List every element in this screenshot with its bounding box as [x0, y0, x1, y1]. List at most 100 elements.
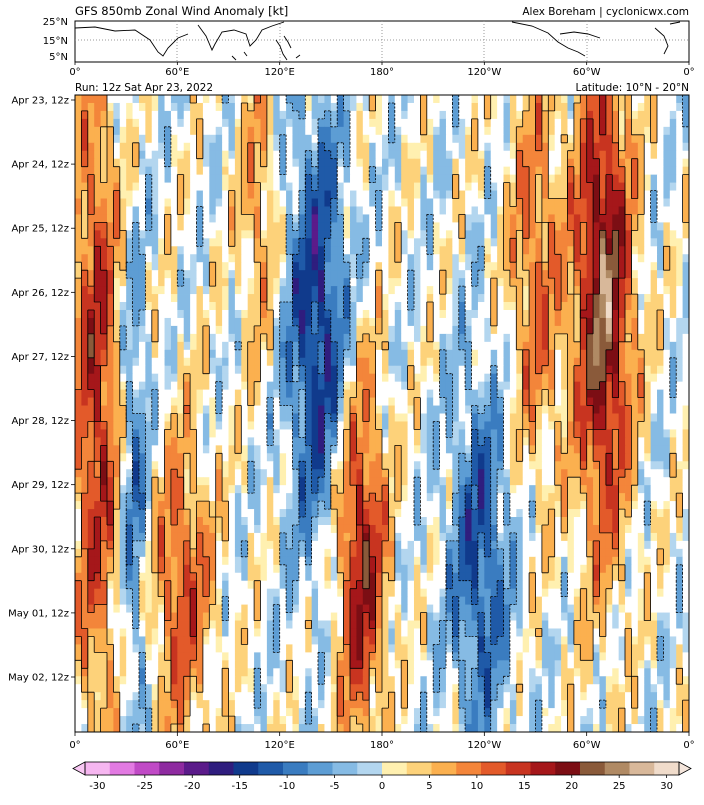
field-cell	[165, 453, 172, 461]
field-cell	[567, 366, 574, 374]
field-cell	[382, 151, 389, 159]
field-cell	[356, 246, 363, 254]
field-cell	[388, 135, 395, 143]
field-cell	[139, 350, 146, 358]
field-cell	[523, 374, 530, 382]
field-cell	[580, 143, 587, 151]
field-cell	[561, 199, 568, 207]
field-cell	[101, 214, 108, 222]
field-cell	[376, 477, 383, 485]
field-cell	[606, 127, 613, 135]
field-cell	[555, 334, 562, 342]
field-cell	[376, 191, 383, 199]
field-cell	[651, 453, 658, 461]
field-cell	[312, 191, 319, 199]
field-cell	[593, 206, 600, 214]
field-cell	[395, 342, 402, 350]
field-cell	[561, 421, 568, 429]
field-cell	[504, 453, 511, 461]
field-cell	[414, 294, 421, 302]
field-cell	[81, 334, 88, 342]
field-cell	[408, 334, 415, 342]
field-cell	[651, 461, 658, 469]
field-cell	[484, 135, 491, 143]
field-cell	[561, 278, 568, 286]
field-cell	[427, 127, 434, 135]
field-cell	[139, 159, 146, 167]
field-cell	[241, 214, 248, 222]
field-cell	[337, 326, 344, 334]
field-cell	[158, 366, 165, 374]
field-cell	[177, 191, 184, 199]
field-cell	[344, 278, 351, 286]
field-cell	[292, 175, 299, 183]
field-cell	[363, 310, 370, 318]
field-cell	[203, 294, 210, 302]
field-cell	[472, 246, 479, 254]
field-cell	[504, 199, 511, 207]
field-cell	[593, 421, 600, 429]
field-cell	[555, 127, 562, 135]
field-cell	[75, 374, 82, 382]
field-cell	[241, 469, 248, 477]
field-cell	[548, 238, 555, 246]
field-cell	[382, 230, 389, 238]
field-cell	[440, 406, 447, 414]
field-cell	[312, 437, 319, 445]
field-cell	[107, 437, 114, 445]
field-cell	[235, 183, 242, 191]
field-cell	[491, 286, 498, 294]
field-cell	[235, 318, 242, 326]
field-cell	[529, 191, 536, 199]
field-cell	[273, 326, 280, 334]
field-cell	[555, 262, 562, 270]
field-cell	[504, 366, 511, 374]
field-cell	[593, 406, 600, 414]
field-cell	[248, 453, 255, 461]
field-cell	[638, 398, 645, 406]
field-cell	[171, 445, 178, 453]
field-cell	[408, 238, 415, 246]
field-cell	[126, 127, 133, 135]
field-cell	[670, 350, 677, 358]
field-cell	[510, 429, 517, 437]
field-cell	[305, 366, 312, 374]
field-cell	[81, 175, 88, 183]
field-cell	[555, 95, 562, 103]
field-cell	[312, 390, 319, 398]
field-cell	[337, 135, 344, 143]
field-cell	[184, 310, 191, 318]
field-cell	[75, 461, 82, 469]
field-cell	[94, 445, 101, 453]
field-cell	[382, 406, 389, 414]
field-cell	[260, 350, 267, 358]
field-cell	[101, 238, 108, 246]
field-cell	[408, 175, 415, 183]
field-cell	[158, 374, 165, 382]
field-cell	[267, 342, 274, 350]
field-cell	[593, 254, 600, 262]
field-cell	[356, 199, 363, 207]
field-cell	[318, 95, 325, 103]
field-cell	[222, 342, 229, 350]
field-cell	[651, 477, 658, 485]
field-cell	[446, 350, 453, 358]
field-cell	[292, 270, 299, 278]
field-cell	[612, 445, 619, 453]
field-cell	[369, 230, 376, 238]
field-cell	[94, 390, 101, 398]
field-cell	[651, 437, 658, 445]
field-cell	[567, 95, 574, 103]
field-cell	[548, 151, 555, 159]
field-cell	[101, 135, 108, 143]
field-cell	[229, 206, 236, 214]
field-cell	[88, 485, 95, 493]
field-cell	[299, 246, 306, 254]
field-cell	[504, 183, 511, 191]
field-cell	[197, 199, 204, 207]
field-cell	[555, 398, 562, 406]
field-cell	[414, 342, 421, 350]
field-cell	[593, 230, 600, 238]
field-cell	[126, 294, 133, 302]
field-cell	[273, 469, 280, 477]
